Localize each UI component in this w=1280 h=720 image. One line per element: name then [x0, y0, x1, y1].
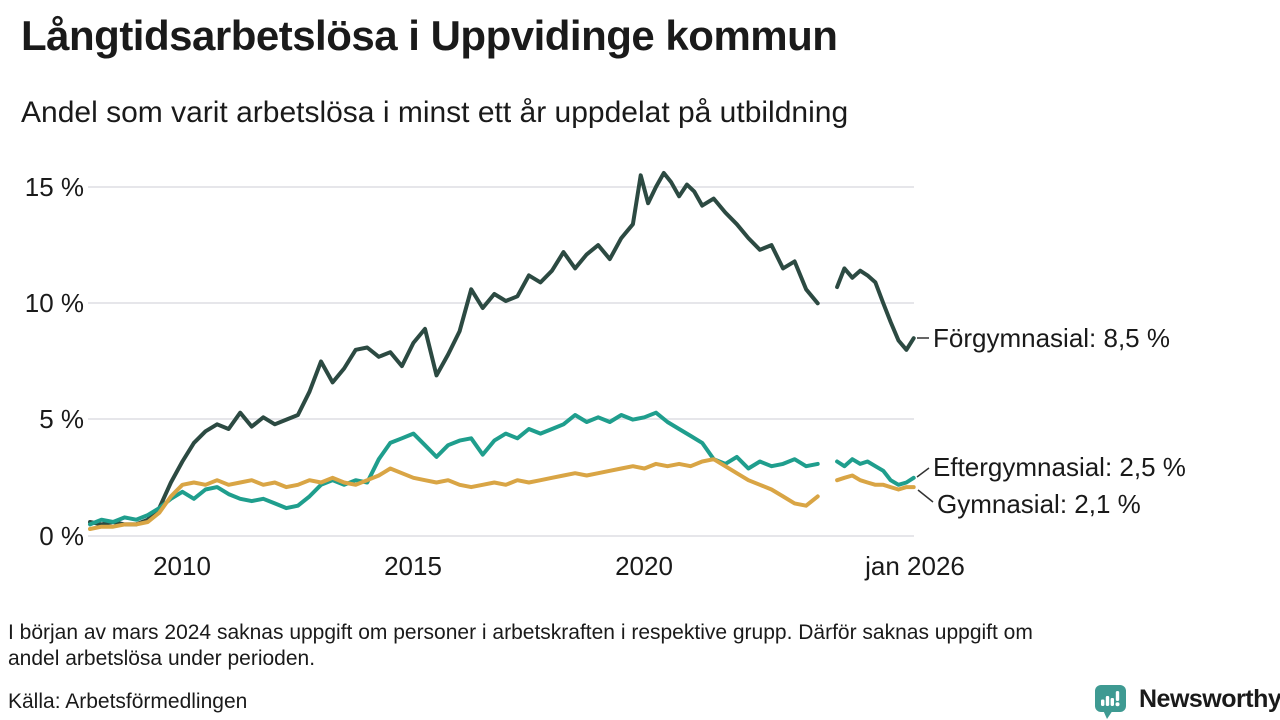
y-axis-tick-0: 0 %	[39, 521, 84, 551]
newsworthy-icon	[1095, 685, 1126, 719]
footnote: I början av mars 2024 saknas uppgift om …	[8, 620, 1033, 672]
connector-line-gymnasial	[917, 489, 934, 503]
series-line-eftergymnasial-seg1	[835, 457, 916, 487]
x-axis-tick-2015: 2015	[384, 551, 442, 581]
series-line-eftergymnasial-seg0	[88, 410, 820, 527]
series-line-gymnasial-seg1	[835, 473, 916, 492]
series-label-gymnasial: Gymnasial: 2,1 %	[937, 489, 1141, 519]
footnote-line-2: andel arbetslösa under perioden.	[8, 647, 316, 670]
series-line-gymnasial-seg0	[88, 457, 820, 531]
source-note: Källa: Arbetsförmedlingen	[8, 690, 248, 713]
page-subtitle: Andel som varit arbetslösa i minst ett å…	[21, 96, 849, 129]
series-group	[88, 171, 916, 531]
series-label-eftergymnasial: Eftergymnasial: 2,5 %	[933, 452, 1186, 482]
footnote-line-1: I början av mars 2024 saknas uppgift om …	[8, 621, 1033, 644]
newsworthy-logo: Newsworthy	[1094, 684, 1280, 720]
series-line-förgymnasial-seg1	[835, 266, 916, 352]
x-axis-tick-2020: 2020	[615, 551, 673, 581]
page-title: Långtidsarbetslösa i Uppvidinge kommun	[21, 12, 838, 59]
y-axis-tick-10: 10 %	[24, 288, 84, 318]
x-axis-tick-jan2026: jan 2026	[865, 551, 965, 581]
series-line-förgymnasial-seg0	[88, 171, 820, 527]
y-axis-tick-15: 15 %	[24, 172, 84, 202]
newsworthy-wordmark: Newsworthy	[1139, 684, 1280, 713]
series-label-forgymnasial: Förgymnasial: 8,5 %	[933, 323, 1170, 353]
y-axis-tick-5: 5 %	[39, 404, 84, 434]
x-axis-tick-2010: 2010	[153, 551, 211, 581]
connector-line-eftergymnasial	[916, 467, 930, 478]
